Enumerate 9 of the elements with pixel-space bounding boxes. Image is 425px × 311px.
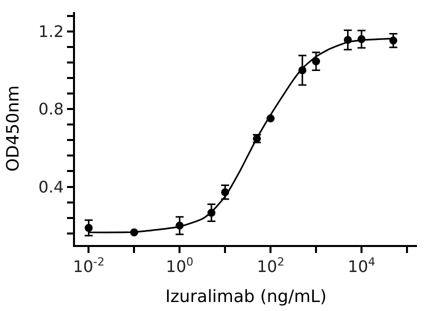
x-tick-label: 10$^{-2}$ xyxy=(72,255,104,276)
y-tick-label: 0.4 xyxy=(38,177,64,196)
x-tick-label: 10$^{4}$ xyxy=(348,255,376,276)
x-tick-label: 10$^{2}$ xyxy=(256,255,284,276)
x-tick-label: 10$^{0}$ xyxy=(166,255,194,276)
y-tick-label: 1.2 xyxy=(38,22,64,42)
y-axis-title: OD450nm xyxy=(3,85,24,172)
y-tick-label: 0.8 xyxy=(38,100,64,119)
x-axis-title: Izuralimab (ng/mL) xyxy=(165,287,327,308)
